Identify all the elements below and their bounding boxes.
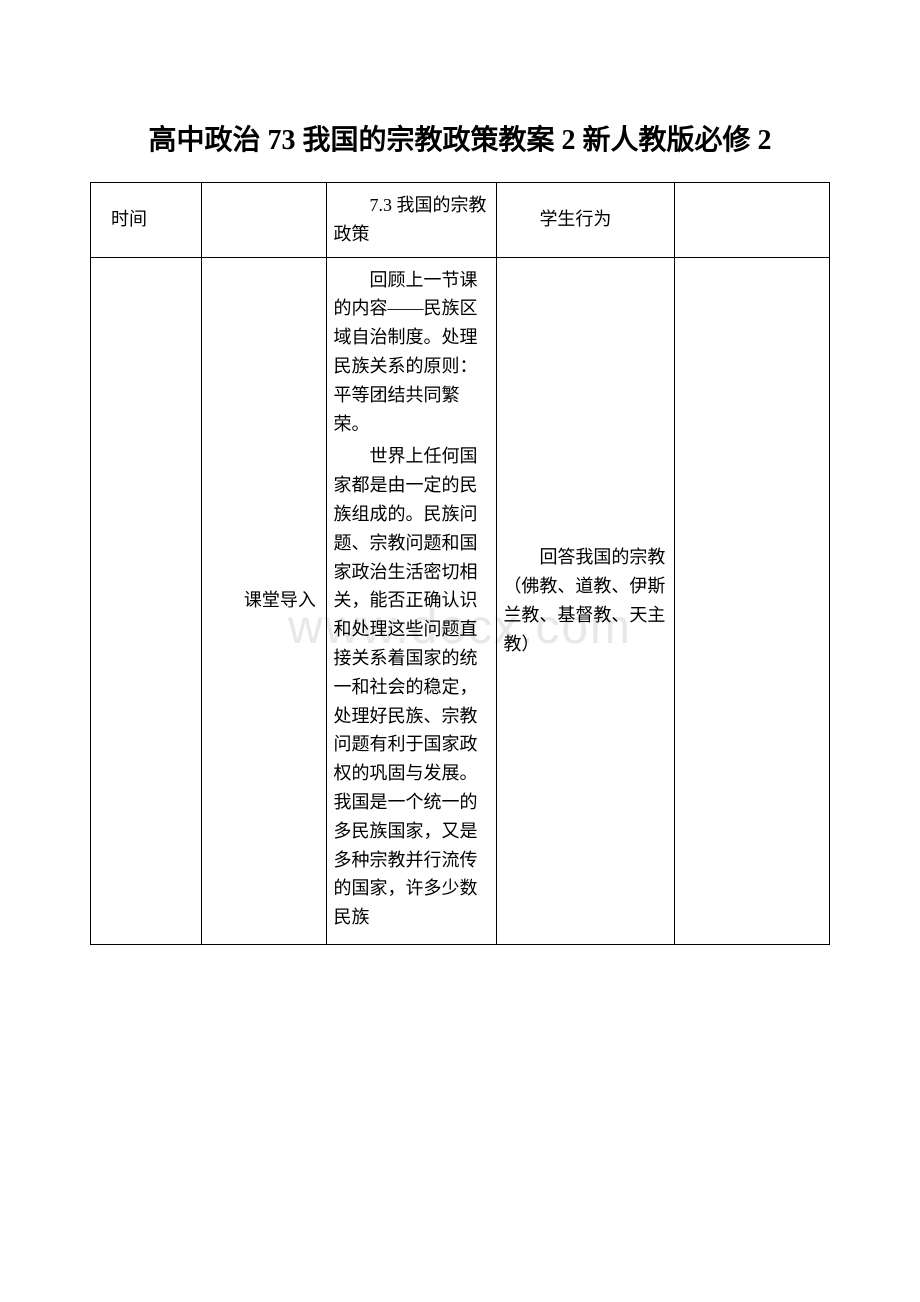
- body-content: 回顾上一节课的内容——民族区域自治制度。处理民族关系的原则：平等团结共同繁荣。 …: [327, 257, 497, 944]
- table-body-row: 课堂导入 回顾上一节课的内容——民族区域自治制度。处理民族关系的原则：平等团结共…: [91, 257, 830, 944]
- header-topic: 7.3 我国的宗教政策: [327, 183, 497, 258]
- header-topic-label: 7.3 我国的宗教政策: [333, 191, 490, 249]
- body-student-activity: 回答我国的宗教（佛教、道教、伊斯兰教、基督教、天主教）: [497, 257, 674, 944]
- table-header-row: 时间 7.3 我国的宗教政策 学生行为: [91, 183, 830, 258]
- header-student-label: 学生行为: [503, 205, 667, 234]
- lesson-table: 时间 7.3 我国的宗教政策 学生行为 课堂导入 回顾上一节课的内: [90, 182, 830, 945]
- header-student: 学生行为: [497, 183, 674, 258]
- header-time: 时间: [91, 183, 202, 258]
- body-section: 课堂导入: [201, 257, 327, 944]
- body-col5: [674, 257, 829, 944]
- body-col1: [91, 257, 202, 944]
- body-content-para1: 回顾上一节课的内容——民族区域自治制度。处理民族关系的原则：平等团结共同繁荣。: [333, 266, 490, 439]
- content-wrapper: 高中政治 73 我国的宗教政策教案 2 新人教版必修 2 时间 7.3 我国的宗…: [90, 120, 830, 945]
- body-content-para2: 世界上任何国家都是由一定的民族组成的。民族问题、宗教问题和国家政治生活密切相关，…: [333, 442, 490, 932]
- header-col2: [201, 183, 327, 258]
- document-title: 高中政治 73 我国的宗教政策教案 2 新人教版必修 2: [90, 120, 830, 162]
- header-col5: [674, 183, 829, 258]
- body-section-label: 课堂导入: [208, 586, 321, 615]
- body-student-text: 回答我国的宗教（佛教、道教、伊斯兰教、基督教、天主教）: [503, 543, 667, 658]
- header-time-label: 时间: [111, 209, 147, 229]
